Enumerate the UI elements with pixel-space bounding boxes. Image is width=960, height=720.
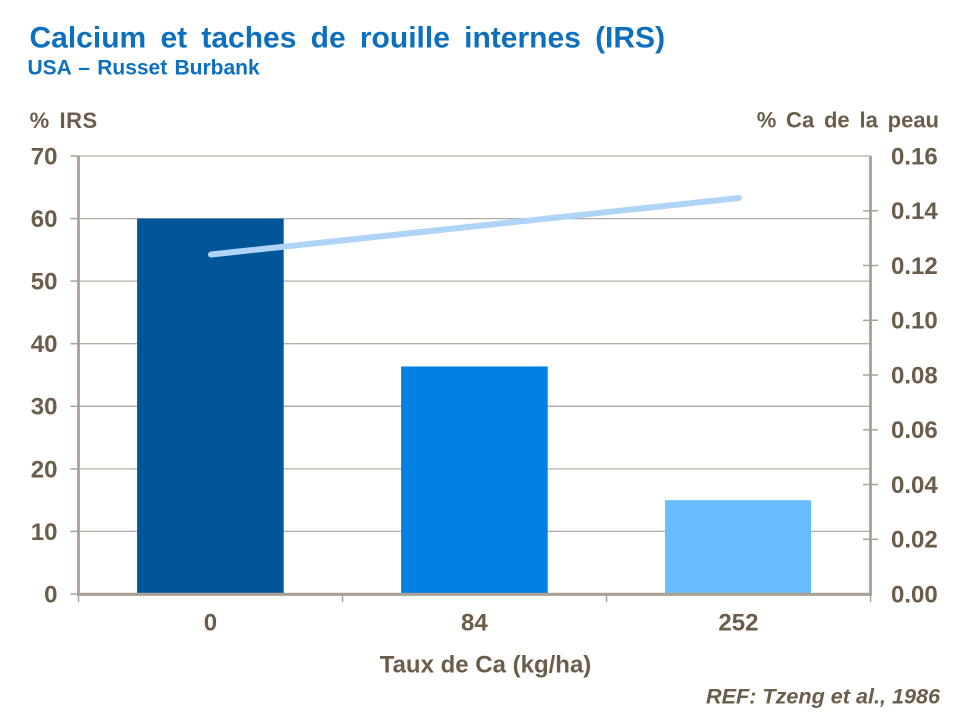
svg-text:0.12: 0.12 [891, 253, 938, 280]
svg-text:USA – Russet Burbank: USA – Russet Burbank [28, 57, 260, 80]
svg-text:30: 30 [31, 394, 58, 421]
svg-text:60: 60 [31, 206, 58, 233]
svg-text:0.00: 0.00 [891, 581, 938, 608]
svg-text:Calcium et taches de rouille i: Calcium et taches de rouille internes (I… [30, 22, 666, 55]
svg-text:0.14: 0.14 [891, 198, 938, 225]
svg-text:252: 252 [718, 610, 758, 637]
svg-text:REF: Tzeng et al., 1986: REF: Tzeng et al., 1986 [706, 683, 941, 708]
svg-text:0.16: 0.16 [891, 143, 938, 170]
svg-text:84: 84 [461, 610, 488, 637]
svg-text:0.08: 0.08 [891, 362, 938, 389]
svg-text:10: 10 [31, 519, 58, 546]
svg-text:40: 40 [31, 331, 58, 358]
svg-text:% IRS: % IRS [30, 108, 98, 133]
svg-text:Taux de Ca (kg/ha): Taux de Ca (kg/ha) [380, 652, 592, 679]
svg-text:0: 0 [44, 581, 57, 608]
svg-text:0.10: 0.10 [891, 308, 938, 335]
svg-text:% Ca de la peau: % Ca de la peau [757, 107, 939, 132]
svg-text:50: 50 [31, 269, 58, 296]
svg-text:0.06: 0.06 [891, 417, 938, 444]
svg-text:0.04: 0.04 [891, 472, 938, 499]
svg-text:20: 20 [31, 456, 58, 483]
svg-text:0.02: 0.02 [891, 527, 938, 554]
svg-text:0: 0 [204, 610, 217, 637]
svg-text:70: 70 [31, 143, 58, 170]
